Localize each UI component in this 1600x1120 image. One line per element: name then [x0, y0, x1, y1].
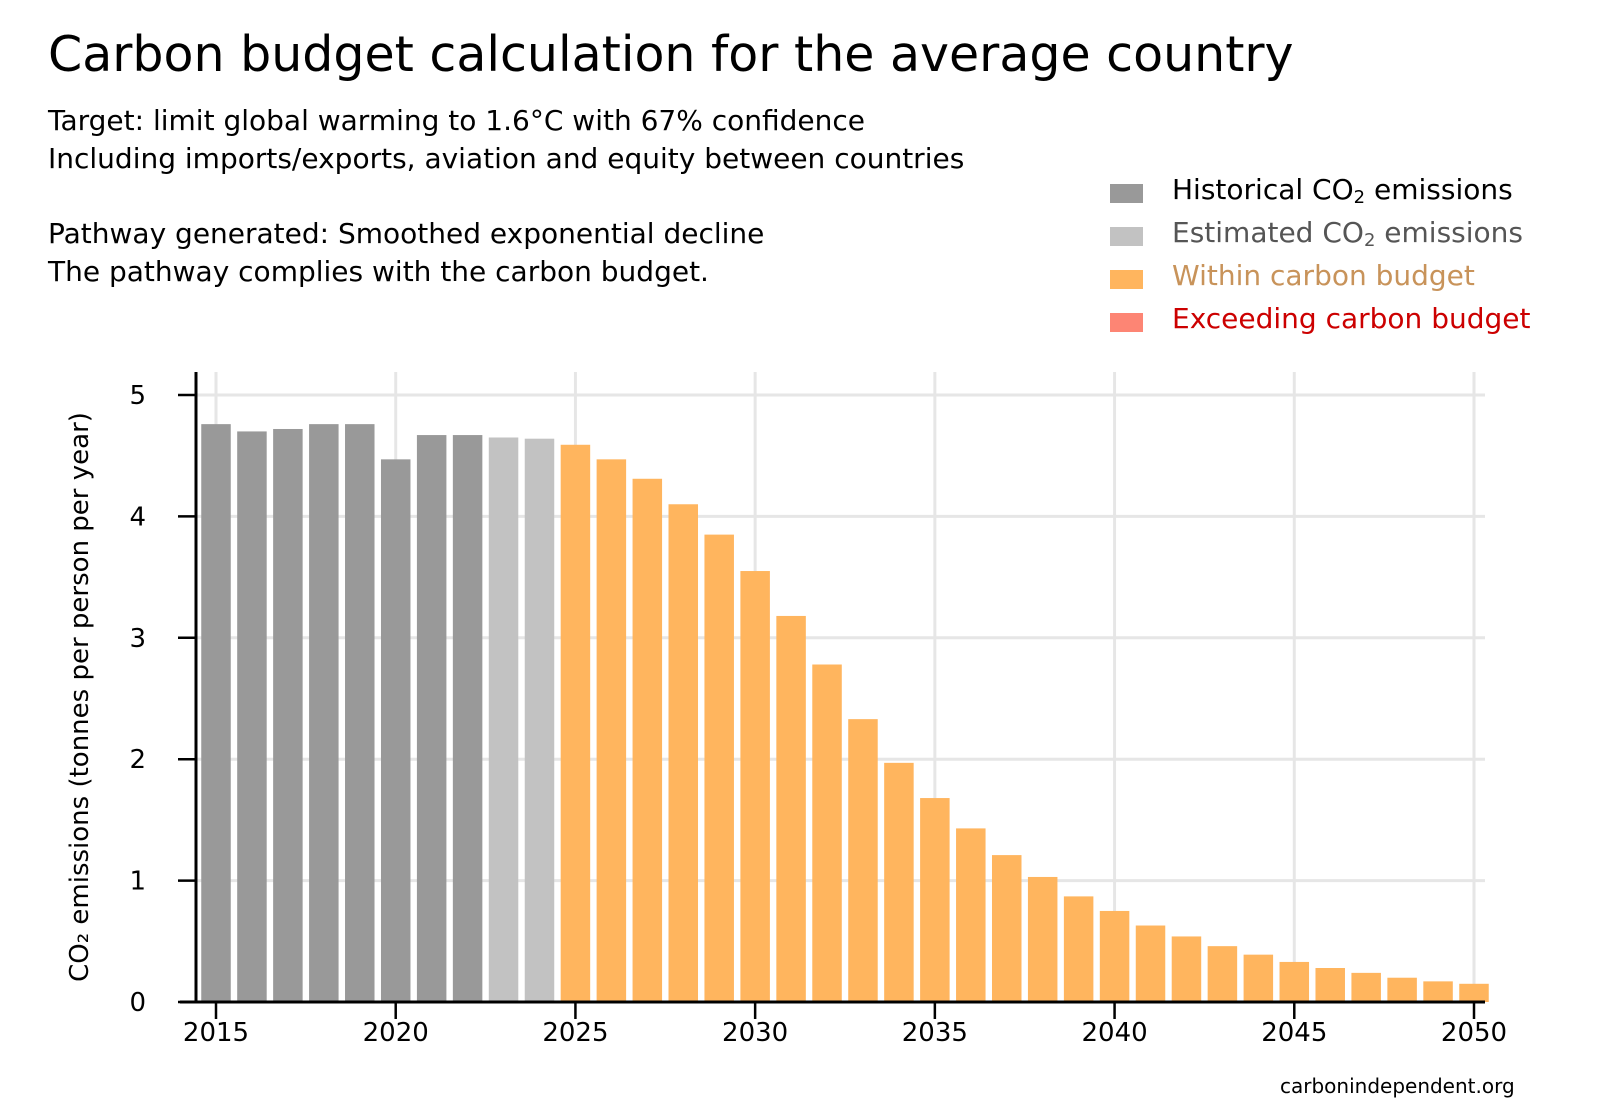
y-axis-label: CO₂ emissions (tonnes per person per yea… — [65, 412, 95, 982]
bar-2030 — [740, 571, 770, 1002]
subtitle-pathway: Pathway generated: Smoothed exponential … — [48, 217, 765, 250]
bar-2041 — [1135, 925, 1166, 1002]
bar-2047 — [1351, 972, 1381, 1002]
legend-label-exceeding: Exceeding carbon budget — [1172, 302, 1531, 335]
bar-2037 — [991, 855, 1022, 1002]
bar-2046 — [1315, 968, 1345, 1002]
x-tick-label: 2020 — [363, 1018, 429, 1048]
legend-swatch-historical — [1110, 184, 1143, 203]
y-tick-label: 5 — [129, 381, 146, 411]
bar-2027 — [632, 478, 663, 1002]
bar-2021 — [416, 435, 447, 1002]
x-tick-label: 2015 — [183, 1018, 249, 1048]
legend-label-historical: Historical CO2 emissions — [1172, 173, 1513, 208]
subtitle-scope: Including imports/exports, aviation and … — [48, 142, 965, 175]
bar-2043 — [1207, 946, 1238, 1002]
y-tick-label: 0 — [129, 988, 146, 1018]
bar-2033 — [848, 719, 878, 1002]
bar-2040 — [1099, 910, 1130, 1002]
x-tick-label: 2045 — [1261, 1018, 1327, 1048]
bar-2048 — [1387, 977, 1417, 1002]
bar-2026 — [596, 459, 627, 1002]
x-tick-label: 2040 — [1081, 1018, 1147, 1048]
bar-2020 — [380, 459, 411, 1002]
bar-2015 — [201, 424, 231, 1002]
bar-2018 — [309, 424, 339, 1002]
bar-2019 — [345, 424, 375, 1002]
bar-2023 — [488, 437, 519, 1002]
bar-2050 — [1459, 983, 1489, 1002]
bar-2028 — [668, 504, 699, 1002]
bar-2032 — [812, 664, 842, 1002]
legend-label-estimated: Estimated CO2 emissions — [1172, 216, 1524, 251]
bar-2049 — [1423, 981, 1453, 1002]
x-tick-label: 2035 — [902, 1018, 968, 1048]
legend-swatch-estimated — [1110, 227, 1143, 246]
bar-2042 — [1171, 936, 1202, 1002]
bar-2024 — [524, 438, 555, 1003]
bar-2029 — [704, 534, 734, 1002]
bar-2038 — [1027, 876, 1058, 1002]
y-tick-label: 3 — [129, 624, 146, 654]
bar-2045 — [1279, 961, 1310, 1002]
bar-2025 — [560, 444, 591, 1002]
legend-swatch-within — [1110, 270, 1143, 289]
y-tick-label: 2 — [129, 745, 146, 775]
subtitle-target: Target: limit global warming to 1.6°C wi… — [48, 104, 866, 137]
y-tick-label: 1 — [129, 867, 146, 897]
source-credit: carbonindependent.org — [1280, 1074, 1515, 1098]
x-tick-label: 2050 — [1441, 1018, 1507, 1048]
bar-2044 — [1243, 954, 1274, 1002]
bar-2017 — [273, 428, 303, 1002]
subtitle-compliance: The pathway complies with the carbon bud… — [48, 255, 709, 288]
bar-2031 — [776, 615, 806, 1002]
y-tick-label: 4 — [129, 502, 146, 532]
chart-title: Carbon budget calculation for the averag… — [48, 26, 1294, 83]
bar-2016 — [237, 431, 267, 1002]
bar-2022 — [452, 435, 483, 1002]
bar-2036 — [956, 828, 986, 1002]
bar-2039 — [1063, 896, 1094, 1002]
legend-label-within: Within carbon budget — [1172, 259, 1475, 292]
x-tick-label: 2025 — [542, 1018, 608, 1048]
bar-2035 — [920, 798, 950, 1002]
x-tick-label: 2030 — [722, 1018, 788, 1048]
bar-2034 — [884, 762, 914, 1002]
legend-swatch-exceeding — [1110, 313, 1143, 332]
